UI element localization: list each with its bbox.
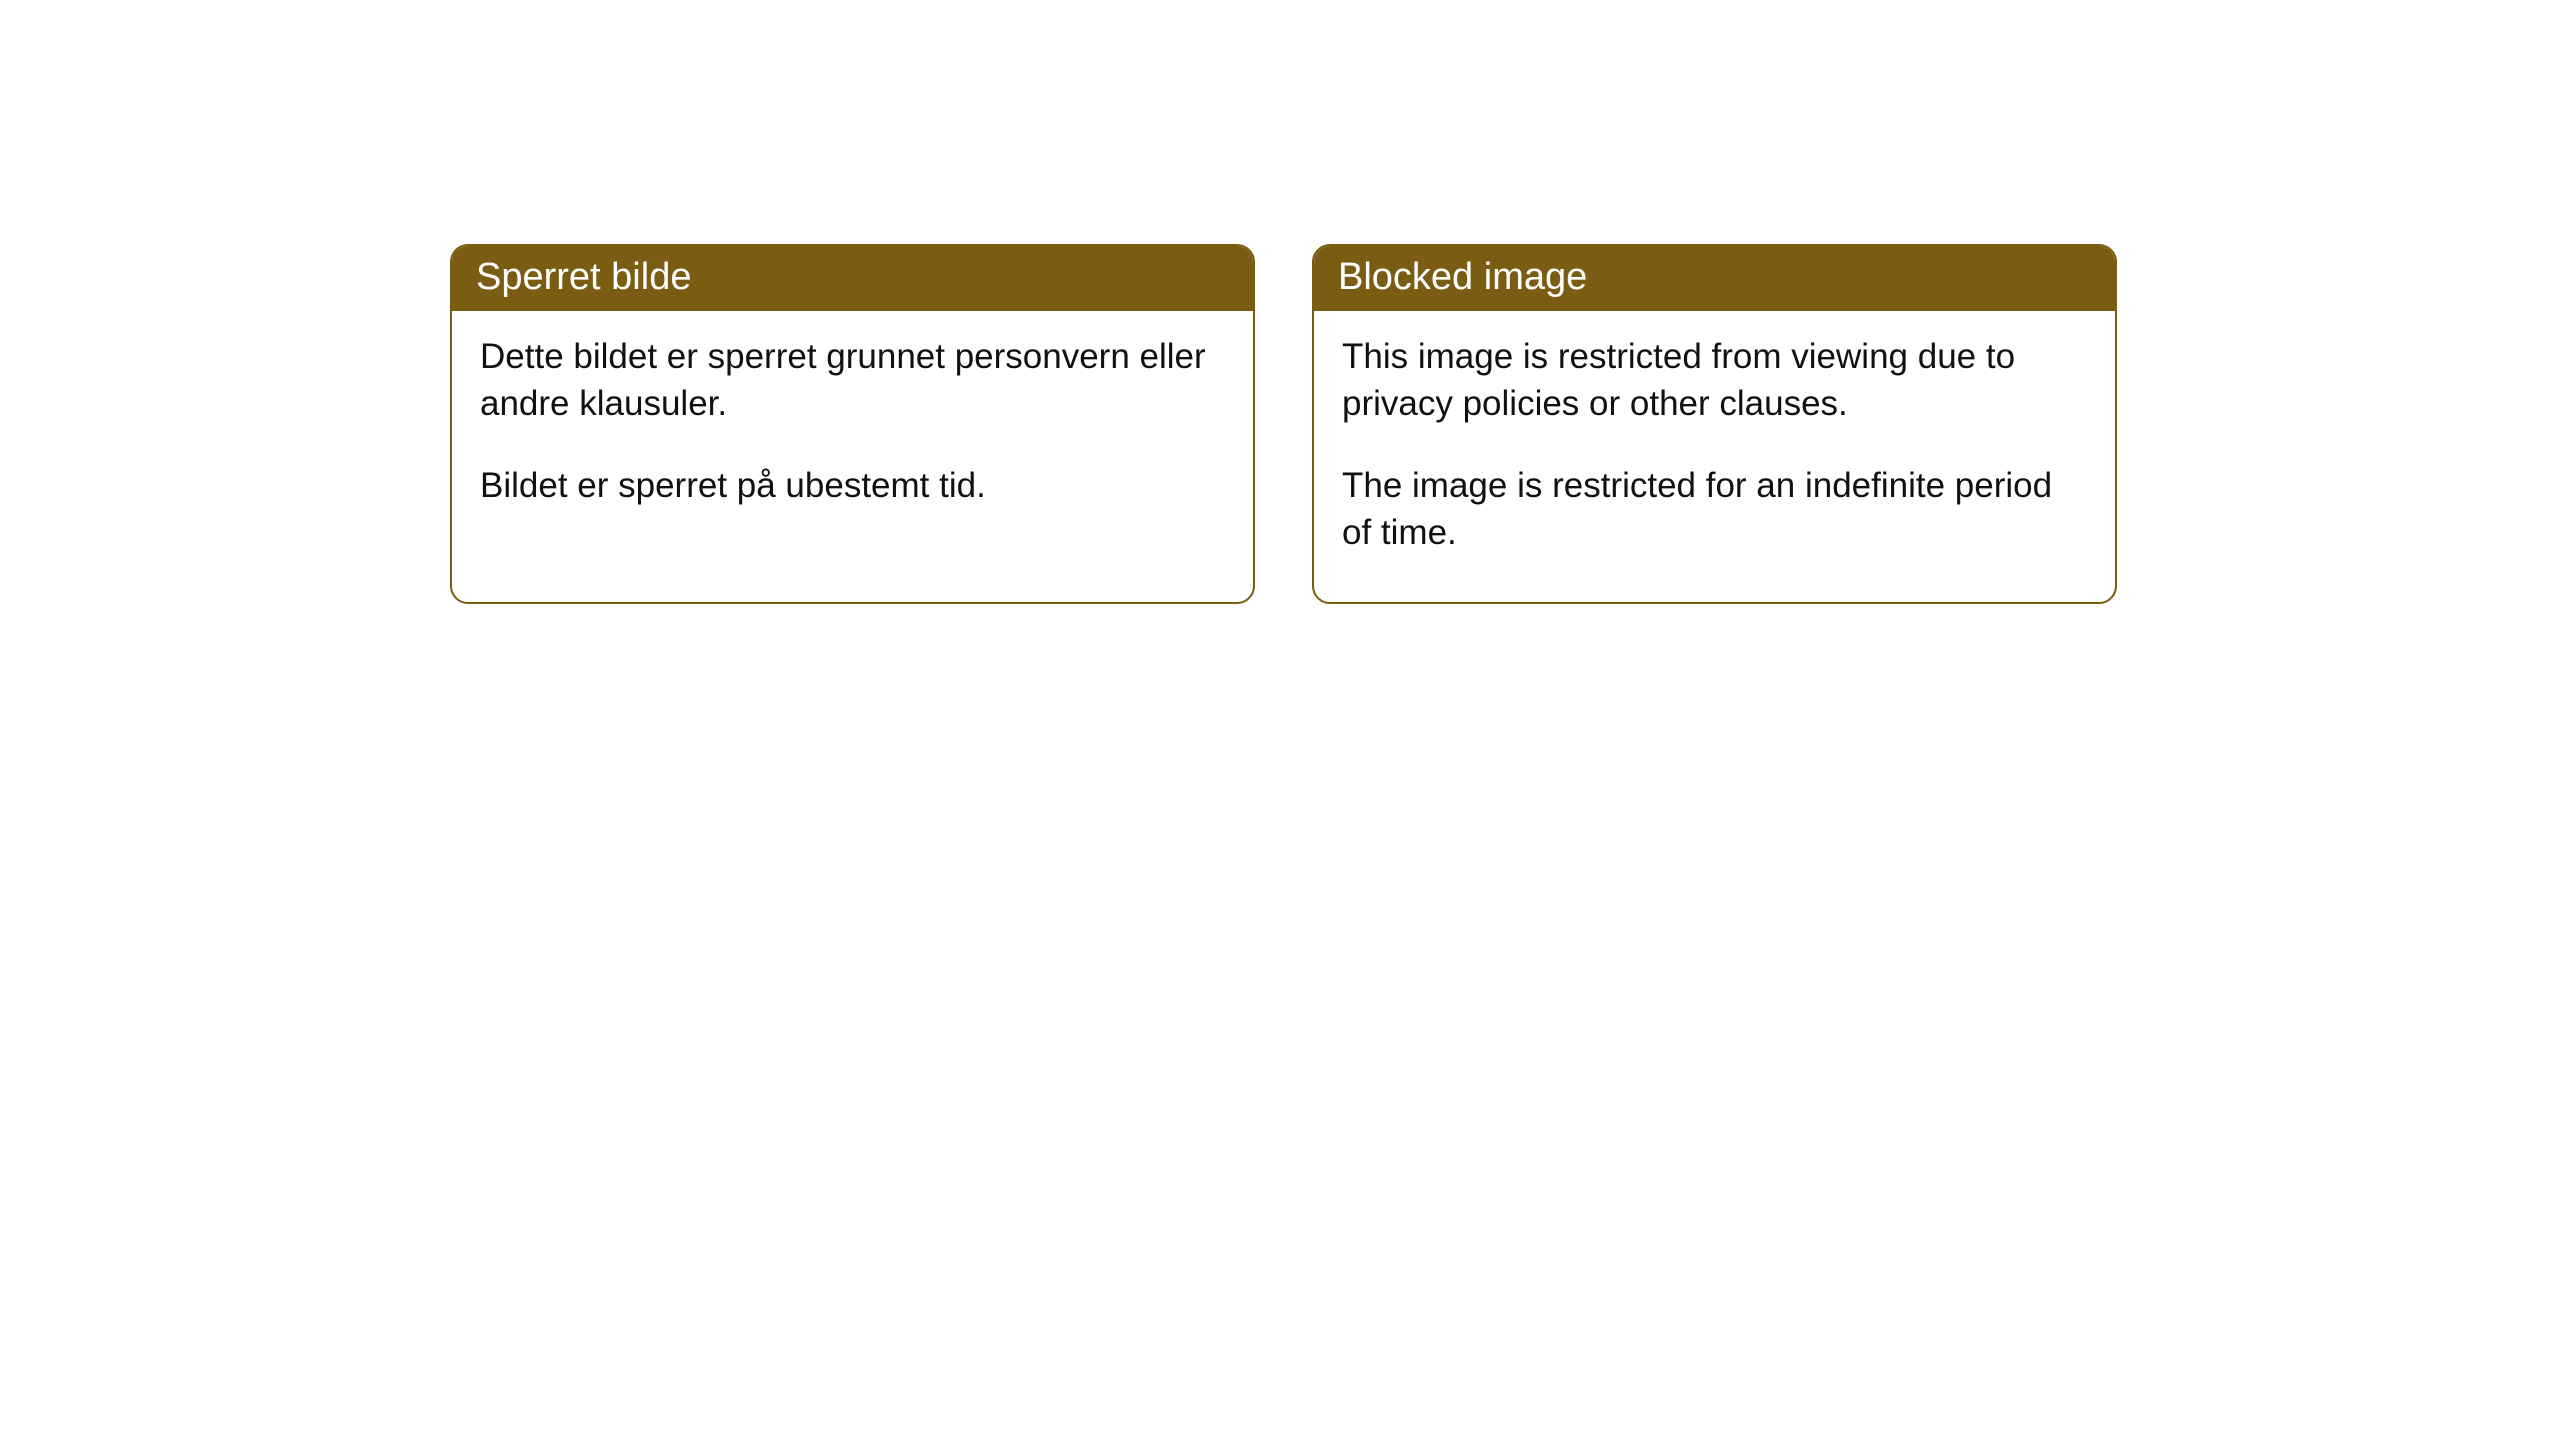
notice-paragraph: The image is restricted for an indefinit… — [1342, 462, 2087, 557]
notice-body: This image is restricted from viewing du… — [1314, 311, 2115, 602]
notice-paragraph: This image is restricted from viewing du… — [1342, 333, 2087, 428]
notice-paragraph: Dette bildet er sperret grunnet personve… — [480, 333, 1225, 428]
notice-body: Dette bildet er sperret grunnet personve… — [452, 311, 1253, 555]
notice-card-norwegian: Sperret bilde Dette bildet er sperret gr… — [450, 244, 1255, 604]
notice-title: Blocked image — [1338, 256, 1587, 298]
notice-paragraph: Bildet er sperret på ubestemt tid. — [480, 462, 1225, 509]
notice-title: Sperret bilde — [476, 256, 691, 298]
notice-card-english: Blocked image This image is restricted f… — [1312, 244, 2117, 604]
notice-container: Sperret bilde Dette bildet er sperret gr… — [450, 244, 2117, 604]
notice-header: Blocked image — [1314, 246, 2115, 311]
notice-header: Sperret bilde — [452, 246, 1253, 311]
